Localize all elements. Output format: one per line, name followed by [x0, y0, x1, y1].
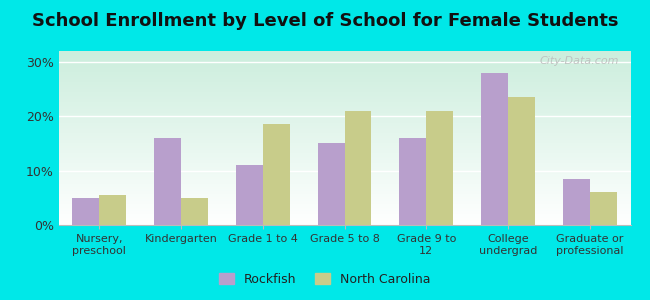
Bar: [590, 192, 617, 225]
Text: City-Data.com: City-Data.com: [540, 56, 619, 66]
Bar: [508, 97, 535, 225]
Bar: [426, 111, 453, 225]
Legend: Rockfish, North Carolina: Rockfish, North Carolina: [214, 268, 436, 291]
Bar: [236, 165, 263, 225]
Bar: [318, 143, 344, 225]
Bar: [181, 198, 208, 225]
Bar: [563, 179, 590, 225]
Bar: [399, 138, 426, 225]
Bar: [481, 73, 508, 225]
Bar: [72, 198, 99, 225]
Bar: [344, 111, 371, 225]
Bar: [154, 138, 181, 225]
Bar: [263, 124, 290, 225]
Text: School Enrollment by Level of School for Female Students: School Enrollment by Level of School for…: [32, 12, 618, 30]
Bar: [99, 195, 126, 225]
